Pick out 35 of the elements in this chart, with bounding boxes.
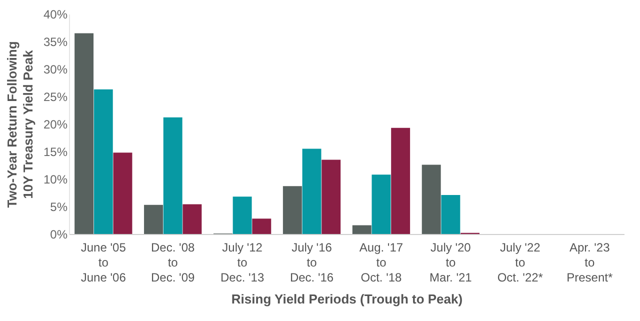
x-tick-label: July '12 to Dec. '13 bbox=[220, 240, 264, 284]
bar bbox=[422, 164, 441, 234]
bar bbox=[182, 204, 202, 234]
x-tick-label: Dec. '08 to Dec. '09 bbox=[151, 240, 195, 284]
bar bbox=[352, 225, 372, 234]
x-tick-label: July '22 to Oct. '22* bbox=[497, 240, 544, 284]
y-tick-label: 0% bbox=[50, 228, 68, 242]
x-tick-label: Aug. '17 to Oct. '18 bbox=[359, 240, 404, 284]
bar bbox=[282, 186, 302, 234]
bar bbox=[372, 174, 391, 234]
bar bbox=[94, 89, 113, 234]
y-tick-label: 15% bbox=[43, 145, 68, 159]
bar bbox=[322, 160, 341, 234]
x-tick-label: July '20 to Mar. '21 bbox=[430, 240, 472, 284]
y-tick-label: 35% bbox=[43, 35, 68, 49]
bar bbox=[441, 194, 460, 234]
bar bbox=[391, 128, 410, 234]
y-tick-label: 5% bbox=[50, 200, 68, 214]
bar bbox=[144, 204, 163, 234]
y-tick-label: 10% bbox=[43, 172, 68, 186]
bar bbox=[232, 196, 252, 234]
x-tick-label: Apr. '23 to Present* bbox=[566, 240, 613, 284]
bar bbox=[163, 117, 182, 234]
y-tick-label: 20% bbox=[43, 118, 68, 132]
y-tick-label: 25% bbox=[43, 90, 68, 104]
x-tick-label: June '05 to June '06 bbox=[80, 240, 126, 284]
bar bbox=[113, 152, 132, 234]
x-axis-title: Rising Yield Periods (Trough to Peak) bbox=[231, 292, 463, 306]
y-tick-label: 40% bbox=[43, 8, 68, 22]
y-tick-label: 30% bbox=[43, 62, 68, 76]
y-axis-title: Two-Year Return Following 10Y Treasury Yield Peak bbox=[4, 41, 36, 208]
x-tick-label: July '16 to Dec. '16 bbox=[290, 240, 334, 284]
bar bbox=[252, 218, 272, 234]
bar bbox=[302, 148, 322, 234]
bar bbox=[74, 33, 94, 234]
